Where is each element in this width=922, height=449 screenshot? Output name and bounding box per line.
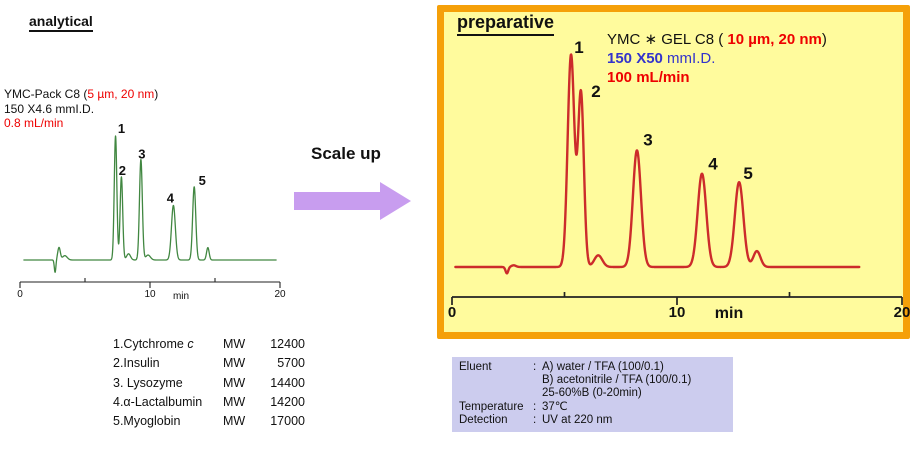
preparative-column-info: YMC ∗ GEL C8 ( 10 µm, 20 nm) 150 X50 mmI.…	[607, 30, 827, 87]
condition-line: Eluent: A) water / TFA (100/0.1)	[459, 361, 664, 373]
chromatogram-trace	[454, 53, 861, 275]
peak-label: 4	[708, 155, 718, 174]
peak-label: 5	[743, 164, 752, 183]
mw-label: MW	[223, 375, 246, 390]
x-axis-tick-label: 0	[448, 304, 456, 321]
peak-label: 4	[167, 190, 175, 205]
compound-name: 2.Insulin	[113, 356, 160, 371]
analytical-column-info: YMC-Pack C8 (5 µm, 20 nm) 150 X4.6 mmI.D.…	[4, 87, 158, 131]
column-info-line: 100 mL/min	[607, 69, 690, 86]
x-axis-tick-label: 10	[669, 304, 686, 321]
x-axis-unit-label: min	[715, 305, 743, 322]
preparative-chromatogram: 0 10 20 min 1 2 3 4 5	[448, 38, 911, 322]
compound-legend: 1.Cytchrome c MW 12400 2.Insulin MW 5700 3. Ly…	[113, 335, 305, 431]
column-info-line: YMC ∗ GEL C8 ( 10 µm, 20 nm)	[607, 31, 827, 48]
mw-value: 14200	[270, 394, 305, 409]
mw-value: 12400	[270, 337, 305, 351]
mw-label: MW	[223, 337, 246, 351]
mw-value: 17000	[270, 414, 305, 429]
compound-legend-row: 5.Myoglobin MW 17000	[113, 412, 305, 431]
compound-name: 1.Cytchrome c	[113, 337, 194, 351]
condition-line: 25-60%B (0-20min)	[542, 387, 642, 400]
scale-up-label: Scale up	[311, 144, 381, 163]
condition-line: B) acetonitrile / TFA (100/0.1)	[542, 374, 692, 387]
peak-label: 3	[138, 147, 145, 162]
chromatogram-trace	[23, 135, 277, 273]
peak-label: 5	[199, 173, 206, 188]
column-info-line: YMC-Pack C8 (5 µm, 20 nm)	[4, 87, 159, 101]
compound-name: 4.α-Lactalbumin	[113, 394, 203, 409]
x-axis-unit-label: min	[173, 291, 189, 302]
compound-legend-row: 2.Insulin MW 5700	[113, 354, 305, 373]
peak-label: 2	[119, 163, 126, 178]
x-axis-tick-label: 0	[17, 289, 23, 300]
peak-label: 1	[118, 121, 125, 136]
analytical-heading: analytical	[29, 13, 93, 33]
conditions-box: Eluent: A) water / TFA (100/0.1) B) aceton…	[452, 357, 733, 433]
mw-label: MW	[223, 356, 246, 371]
column-info-line: 150 X4.6 mmI.D.	[4, 101, 95, 116]
mw-label: MW	[223, 414, 246, 429]
condition-line: Temperature:37℃	[459, 400, 568, 413]
column-info-line: 150 X50 mmI.D.	[607, 50, 716, 67]
peak-label: 2	[591, 82, 600, 101]
x-axis-tick-label: 20	[274, 289, 286, 300]
condition-line: Detection: UV at 220 nm	[459, 413, 613, 426]
mw-value: 14400	[270, 375, 305, 390]
compound-legend-row: 1.Cytchrome c MW 12400	[113, 335, 305, 354]
scale-up-arrow-icon	[294, 182, 411, 220]
peak-label: 3	[643, 130, 652, 149]
x-axis-tick-label: 20	[894, 304, 911, 321]
mw-label: MW	[223, 394, 246, 409]
compound-legend-row: 3. Lysozyme MW 14400	[113, 374, 305, 393]
x-axis-tick-label: 10	[144, 289, 156, 300]
compound-name: 5.Myoglobin	[113, 414, 181, 429]
compound-legend-row: 4.α-Lactalbumin MW 14200	[113, 393, 305, 412]
peak-label: 1	[574, 38, 583, 57]
compound-name: 3. Lysozyme	[113, 375, 183, 390]
preparative-panel	[437, 5, 910, 339]
column-info-line: 0.8 mL/min	[4, 116, 64, 130]
preparative-heading: preparative	[457, 12, 555, 36]
mw-value: 5700	[277, 356, 305, 371]
